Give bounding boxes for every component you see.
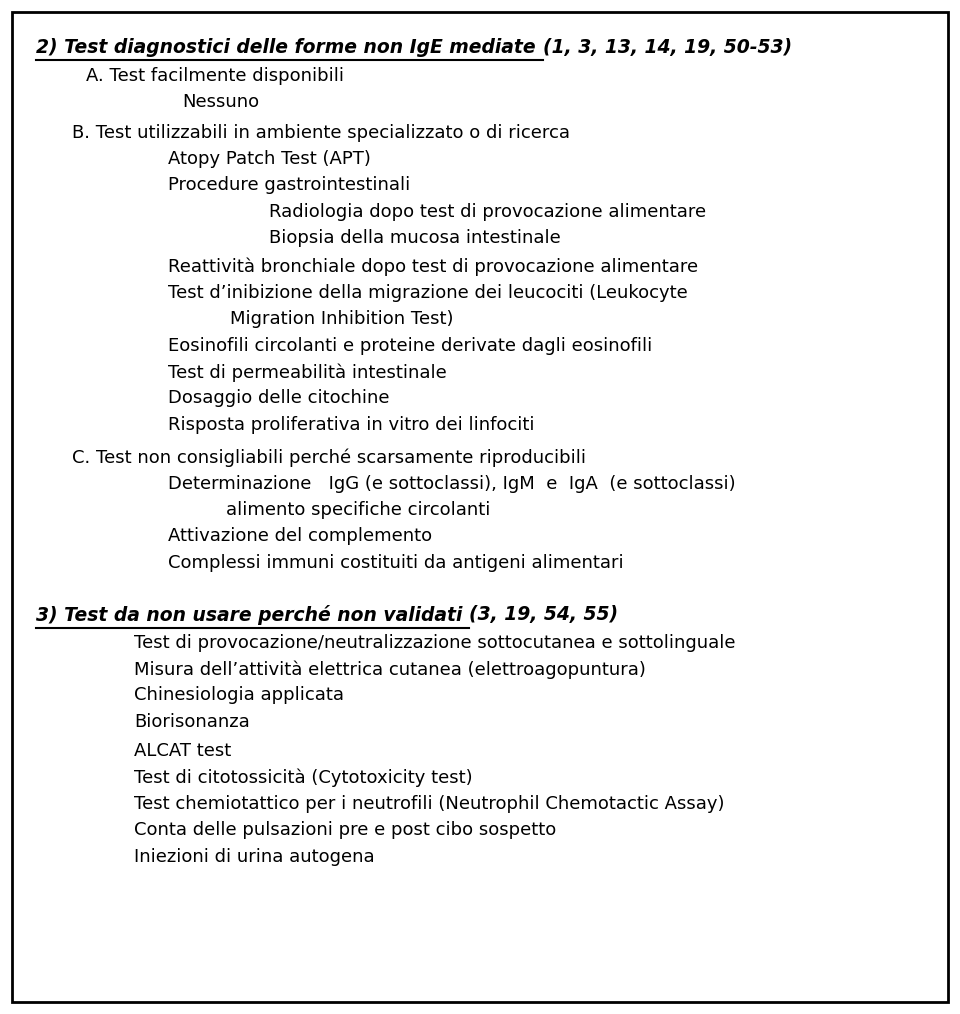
Text: Procedure gastrointestinali: Procedure gastrointestinali xyxy=(168,176,410,195)
Text: A. Test facilmente disponibili: A. Test facilmente disponibili xyxy=(86,67,345,85)
Text: Test chemiotattico per i neutrofili (Neutrophil Chemotactic Assay): Test chemiotattico per i neutrofili (Neu… xyxy=(134,795,725,813)
Text: Risposta proliferativa in vitro dei linfociti: Risposta proliferativa in vitro dei linf… xyxy=(168,416,535,434)
Text: Test di provocazione/neutralizzazione sottocutanea e sottolinguale: Test di provocazione/neutralizzazione so… xyxy=(134,634,736,652)
Text: B. Test utilizzabili in ambiente specializzato o di ricerca: B. Test utilizzabili in ambiente special… xyxy=(72,124,570,142)
Text: Migration Inhibition Test): Migration Inhibition Test) xyxy=(230,310,454,329)
Text: Attivazione del complemento: Attivazione del complemento xyxy=(168,527,432,546)
Text: Eosinofili circolanti e proteine derivate dagli eosinofili: Eosinofili circolanti e proteine derivat… xyxy=(168,337,652,355)
Text: Radiologia dopo test di provocazione alimentare: Radiologia dopo test di provocazione ali… xyxy=(269,203,706,221)
Text: Dosaggio delle citochine: Dosaggio delle citochine xyxy=(168,389,390,408)
Text: Biorisonanza: Biorisonanza xyxy=(134,713,251,731)
Text: ALCAT test: ALCAT test xyxy=(134,742,231,760)
Text: Iniezioni di urina autogena: Iniezioni di urina autogena xyxy=(134,848,375,866)
Text: Complessi immuni costituiti da antigeni alimentari: Complessi immuni costituiti da antigeni … xyxy=(168,554,624,572)
Text: (1, 3, 13, 14, 19, 50-53): (1, 3, 13, 14, 19, 50-53) xyxy=(542,38,792,57)
Text: Test d’inibizione della migrazione dei leucociti (Leukocyte: Test d’inibizione della migrazione dei l… xyxy=(168,284,687,302)
Text: 3) Test da non usare perché non validati: 3) Test da non usare perché non validati xyxy=(36,605,469,626)
Text: Biopsia della mucosa intestinale: Biopsia della mucosa intestinale xyxy=(269,229,561,247)
Text: C. Test non consigliabili perché scarsamente riproducibili: C. Test non consigliabili perché scarsam… xyxy=(72,448,586,466)
Text: 2) Test diagnostici delle forme non IgE mediate: 2) Test diagnostici delle forme non IgE … xyxy=(36,38,542,57)
Text: Atopy Patch Test (APT): Atopy Patch Test (APT) xyxy=(168,150,371,168)
Text: Nessuno: Nessuno xyxy=(182,93,259,112)
Text: Determinazione   IgG (e sottoclassi), IgM  e  IgA  (e sottoclassi): Determinazione IgG (e sottoclassi), IgM … xyxy=(168,475,735,493)
Text: Test di permeabilità intestinale: Test di permeabilità intestinale xyxy=(168,363,446,381)
Text: Test di citotossicità (Cytotoxicity test): Test di citotossicità (Cytotoxicity test… xyxy=(134,769,473,787)
Text: alimento specifiche circolanti: alimento specifiche circolanti xyxy=(226,501,490,519)
Text: Misura dell’attività elettrica cutanea (elettroagopuntura): Misura dell’attività elettrica cutanea (… xyxy=(134,660,646,678)
Text: Reattività bronchiale dopo test di provocazione alimentare: Reattività bronchiale dopo test di provo… xyxy=(168,258,698,276)
Text: Conta delle pulsazioni pre e post cibo sospetto: Conta delle pulsazioni pre e post cibo s… xyxy=(134,821,557,840)
Text: (3, 19, 54, 55): (3, 19, 54, 55) xyxy=(469,605,618,625)
Text: Chinesiologia applicata: Chinesiologia applicata xyxy=(134,686,345,705)
